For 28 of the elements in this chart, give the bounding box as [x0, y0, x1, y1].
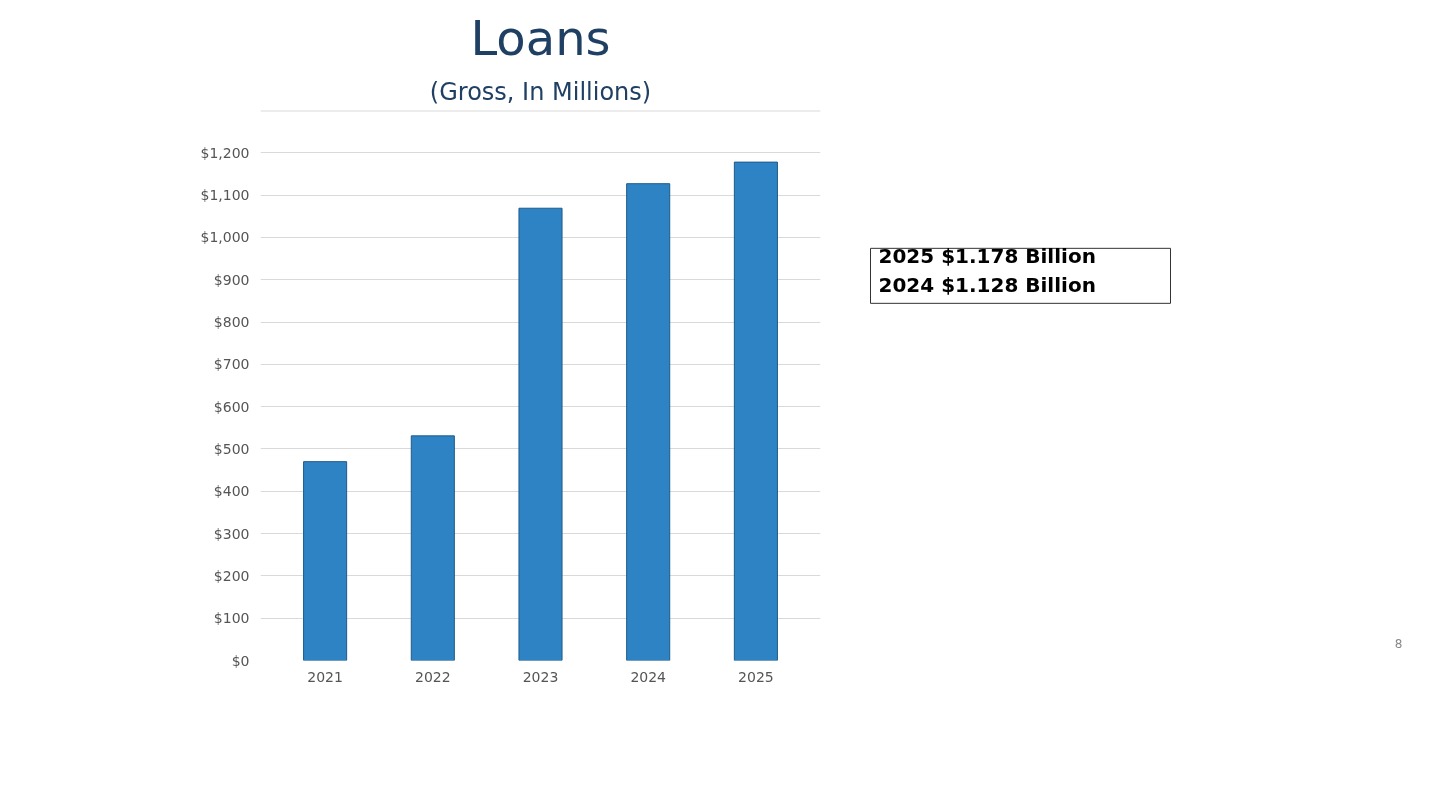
- bar: [303, 461, 348, 661]
- bar: [410, 435, 455, 661]
- chart-title: Loans: [470, 9, 611, 66]
- bar: [626, 183, 671, 661]
- y-tick-label: $1,100: [200, 187, 250, 204]
- y-tick-label: $200: [213, 567, 250, 584]
- y-tick-label: $600: [213, 398, 250, 415]
- chart-subtitle: (Gross, In Millions): [429, 77, 652, 106]
- y-tick-label: $700: [213, 356, 250, 373]
- y-tick-label: $1,000: [200, 229, 250, 246]
- text: 2024 $1.128 Billion: [878, 273, 1096, 298]
- y-tick-label: $300: [213, 525, 250, 542]
- y-tick-label: $100: [213, 610, 250, 627]
- x-tick-label: 2021: [307, 668, 343, 685]
- x-tick-label: 2023: [522, 668, 559, 685]
- x-tick-label: 2025: [738, 668, 774, 685]
- x-tick-label: 2022: [414, 668, 451, 685]
- y-tick-label: $1,200: [200, 144, 250, 161]
- bar: [733, 161, 778, 661]
- y-tick-label: $500: [213, 440, 250, 457]
- x-tick-label: 2024: [630, 668, 667, 685]
- text: 2025 $1.178 Billion: [878, 244, 1096, 269]
- text: 8: [1394, 637, 1403, 652]
- y-tick-label: $400: [213, 483, 250, 500]
- y-tick-label: $0: [231, 652, 250, 669]
- bar: [518, 207, 563, 661]
- y-tick-label: $800: [213, 314, 250, 331]
- y-tick-label: $900: [213, 271, 250, 288]
